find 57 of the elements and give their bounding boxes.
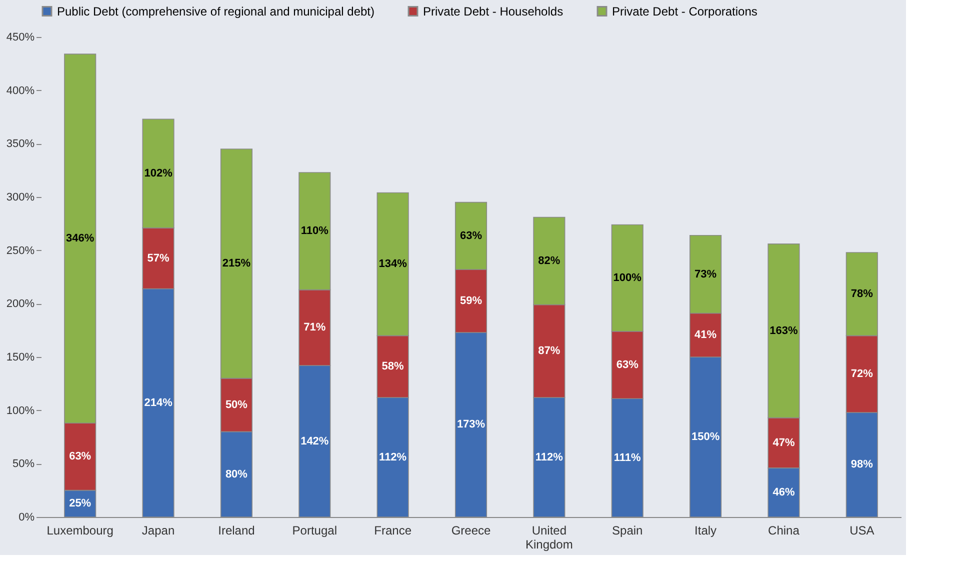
- data-label: 87%: [538, 345, 560, 358]
- data-label: 98%: [850, 458, 874, 471]
- x-tick-label: Japan: [142, 524, 175, 538]
- data-label: 111%: [614, 452, 642, 464]
- data-label: 41%: [694, 329, 717, 342]
- data-label: 59%: [460, 295, 482, 307]
- legend-label: Private Debt - Corporations: [612, 4, 758, 18]
- data-label: 134%: [378, 258, 408, 270]
- data-label: 173%: [456, 418, 486, 431]
- data-label: 73%: [694, 268, 717, 280]
- data-label: 78%: [850, 288, 874, 300]
- y-tick-label: 300%: [6, 192, 35, 204]
- x-tick-label: Spain: [612, 524, 643, 538]
- y-tick-label: 200%: [6, 298, 35, 310]
- data-label: 102%: [144, 168, 173, 180]
- data-label: 100%: [613, 272, 642, 284]
- data-label: 46%: [772, 486, 795, 498]
- y-tick-label: 0%: [18, 512, 35, 524]
- data-label: 47%: [772, 436, 795, 449]
- x-tick-label: Greece: [451, 524, 491, 538]
- data-label: 142%: [300, 435, 329, 448]
- legend-label: Public Debt (comprehensive of regional and municipal debt): [57, 4, 375, 18]
- x-tick-label: China: [768, 524, 800, 538]
- data-label: 71%: [304, 322, 326, 334]
- data-label: 63%: [69, 450, 92, 463]
- x-tick-label: Ireland: [218, 524, 255, 538]
- data-label: 112%: [379, 451, 407, 464]
- data-label: 112%: [535, 451, 564, 464]
- data-label: 57%: [147, 252, 170, 264]
- y-tick-label: 400%: [6, 84, 35, 97]
- data-label: 82%: [538, 255, 560, 267]
- data-label: 150%: [691, 431, 720, 443]
- data-label: 63%: [616, 359, 639, 371]
- data-label: 80%: [225, 468, 248, 480]
- data-label: 110%: [300, 225, 329, 238]
- data-label: 72%: [850, 368, 874, 380]
- y-tick-label: 100%: [6, 404, 35, 417]
- y-tick-label: 150%: [6, 352, 35, 364]
- x-tick-label: Portugal: [292, 524, 337, 538]
- data-label: 163%: [770, 324, 798, 337]
- x-tick-label: United Kingdom: [525, 524, 573, 552]
- y-tick-label: 250%: [6, 244, 35, 257]
- data-label: 214%: [144, 396, 173, 409]
- data-label: 63%: [460, 230, 482, 242]
- y-tick-label: 450%: [6, 32, 35, 44]
- y-tick-label: 350%: [6, 138, 35, 150]
- data-label: 50%: [225, 399, 248, 411]
- data-label: 215%: [222, 258, 251, 270]
- data-label: 346%: [66, 232, 94, 245]
- x-tick-label: Luxembourg: [46, 524, 114, 538]
- x-tick-label: USA: [850, 524, 874, 538]
- x-tick-label: France: [374, 524, 412, 538]
- y-tick-label: 50%: [12, 458, 35, 470]
- x-tick-label: Italy: [694, 524, 717, 538]
- data-label: 25%: [69, 498, 92, 510]
- legend-label: Private Debt - Households: [423, 4, 564, 18]
- data-label: 58%: [382, 360, 404, 373]
